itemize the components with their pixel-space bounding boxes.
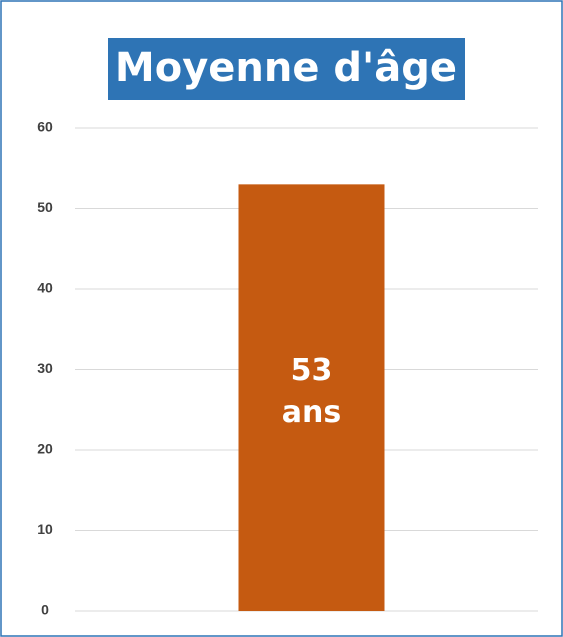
y-tick-label: 50: [37, 199, 53, 215]
y-tick-label: 10: [37, 521, 53, 537]
data-label-box: 53 ans: [281, 352, 342, 430]
y-tick-label: 20: [37, 441, 53, 457]
chart-title: Moyenne d'âge: [115, 45, 457, 91]
bar: [238, 184, 385, 611]
title-box: [108, 38, 465, 100]
y-tick-label: 40: [37, 280, 53, 296]
data-label: 53 ans: [281, 352, 342, 430]
y-tick-label: 0: [41, 602, 49, 618]
y-tick-label: 60: [37, 119, 53, 135]
y-tick-label: 30: [37, 360, 53, 376]
